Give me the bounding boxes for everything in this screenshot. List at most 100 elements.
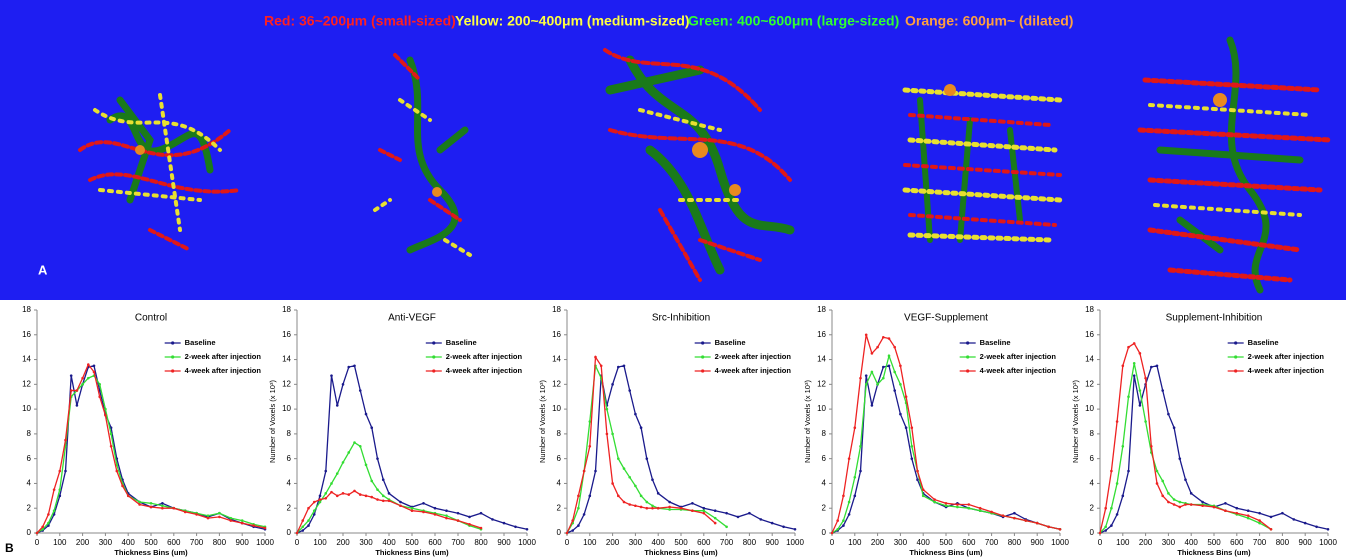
data-point [1172,426,1176,429]
data-point [639,494,643,498]
data-point [52,509,56,512]
data-point [713,509,717,512]
data-point [1189,492,1193,495]
legend-swatch [966,341,970,345]
x-tick-label: 600 [428,538,442,547]
data-point [1013,511,1016,515]
data-point [565,531,569,535]
data-point [183,510,187,514]
data-point [1058,527,1062,531]
legend-label: 2-week after injection [715,352,792,361]
y-tick-label: 8 [27,429,32,438]
x-tick-label: 200 [76,538,90,547]
data-point [634,504,637,508]
size-legend-entry: Yellow: 200~400μm (medium-sized) [455,13,690,29]
data-point [1138,389,1142,392]
data-point [1144,420,1147,423]
data-point [307,519,310,522]
x-tick-label: 900 [1031,538,1045,547]
y-axis-label: Number of Voxels (x 10³) [268,380,277,463]
data-point [318,498,322,501]
x-tick-label: 500 [1207,538,1221,547]
y-axis-label: Number of Voxels (x 10³) [1071,380,1080,463]
x-tick-label: 300 [99,538,113,547]
vessel [106,96,214,204]
data-point [172,506,176,510]
y-tick-label: 12 [552,379,561,388]
y-tick-label: 16 [552,330,561,339]
data-point [445,514,448,517]
data-point [1155,482,1159,485]
series-line [1099,342,1272,534]
data-point [335,472,339,475]
data-point [904,395,908,399]
data-point [341,492,345,495]
y-tick-label: 14 [552,355,561,364]
data-point [978,506,982,510]
data-point [58,488,62,491]
data-point [218,511,221,515]
data-point [933,500,936,504]
data-point [628,503,631,506]
x-tick-label: 800 [1276,538,1290,547]
data-point [793,527,797,531]
data-point [456,519,460,522]
data-point [525,527,529,531]
x-tick-label: 500 [405,538,419,547]
data-point [870,352,874,355]
y-tick-label: 16 [282,330,291,339]
data-point [1127,395,1130,399]
y-tick-label: 2 [287,503,292,512]
data-point [161,501,164,505]
data-point [149,505,153,509]
data-point [956,503,959,506]
data-point [910,426,914,429]
data-point [109,444,113,448]
data-point [651,506,654,510]
data-point [445,516,448,520]
x-tick-label: 200 [871,538,885,547]
data-point [1144,376,1147,380]
y-tick-label: 10 [282,404,291,413]
data-point [639,505,643,509]
panel-a-background [0,0,1346,300]
data-point [645,500,649,504]
x-tick-label: 600 [1230,538,1244,547]
data-point [577,524,580,527]
data-point [582,469,586,473]
data-point [990,510,993,514]
data-point [295,531,299,535]
data-point [853,475,857,479]
data-point [64,438,67,442]
data-point [387,492,391,495]
y-tick-label: 2 [1090,503,1095,512]
data-point [605,407,609,411]
data-point [870,404,874,407]
x-tick-label: 0 [295,538,300,547]
data-point [887,364,891,368]
x-tick-label: 900 [236,538,250,547]
data-point [916,469,919,473]
legend-label: 2-week after injection [446,352,523,361]
x-tick-label: 1000 [1319,538,1337,547]
data-point [882,365,885,369]
data-point [577,506,580,510]
data-point [1115,420,1119,423]
data-point [433,506,437,510]
data-point [58,469,62,473]
legend-label: 2-week after injection [185,352,262,361]
x-tick-label: 0 [830,538,835,547]
vessel [432,187,442,197]
data-point [1115,513,1119,516]
y-tick-label: 4 [287,479,292,488]
y-tick-label: 8 [822,429,827,438]
data-point [645,457,649,460]
x-tick-label: 400 [122,538,136,547]
size-legend-entry: Red: 36~200μm (small-sized) [264,13,456,29]
data-point [1172,503,1176,506]
y-tick-label: 6 [1090,454,1095,463]
legend-swatch [966,369,970,373]
x-axis-label: Thickness Bins (um) [375,548,449,557]
data-point [1110,506,1113,510]
y-tick-label: 18 [1085,305,1094,314]
